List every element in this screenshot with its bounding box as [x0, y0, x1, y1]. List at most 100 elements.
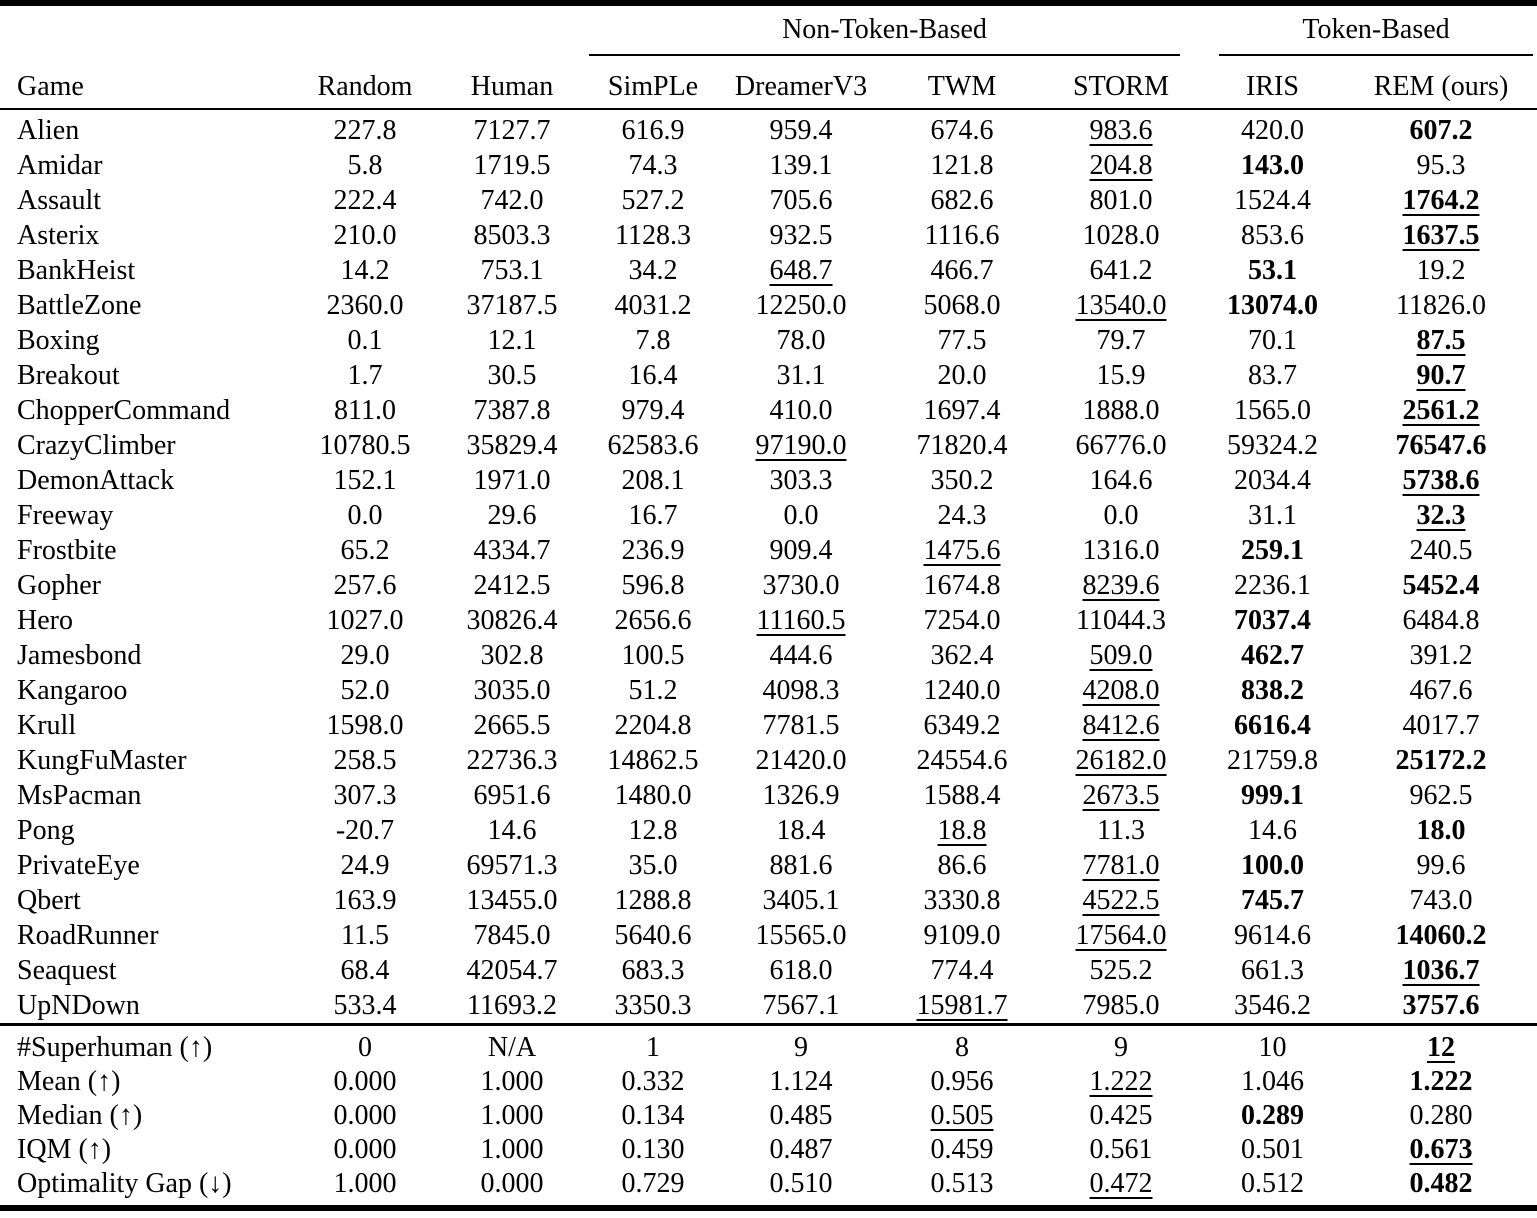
score-cell: 362.4: [930, 640, 994, 671]
score-cell: 9614.6: [1234, 920, 1311, 951]
row-label: Seaquest: [17, 955, 117, 986]
score-cell: 648.7: [769, 255, 833, 286]
score-cell: 1288.8: [614, 885, 692, 916]
score-cell: 774.4: [930, 955, 994, 986]
score-cell: 811.0: [334, 395, 396, 426]
score-cell: 227.8: [333, 115, 397, 146]
score-cell: 302.8: [480, 640, 544, 671]
score-cell: 1480.0: [614, 780, 692, 811]
column-header-simple: SimPLe: [586, 56, 720, 110]
score-cell: 0.956: [930, 1066, 994, 1097]
score-cell: 143.0: [1241, 150, 1304, 181]
score-cell: 0.289: [1241, 1100, 1304, 1131]
score-cell: 34.2: [628, 255, 678, 286]
score-cell: 6484.8: [1402, 605, 1480, 636]
score-cell: 0.000: [333, 1066, 397, 1097]
score-cell: 208.1: [621, 465, 685, 496]
table-row: BattleZone 2360.0 37187.5 4031.2 12250.0 5068…: [0, 288, 1537, 323]
score-cell: 1719.5: [473, 150, 551, 181]
score-cell: 121.8: [930, 150, 994, 181]
table-row: ChopperCommand 811.0 7387.8 979.4 410.0 1697.…: [0, 393, 1537, 428]
score-cell: 6616.4: [1234, 710, 1311, 741]
score-cell: 410.0: [769, 395, 833, 426]
score-cell: 1.000: [480, 1066, 544, 1097]
score-cell: 7845.0: [473, 920, 551, 951]
table-row: Krull 1598.0 2665.5 2204.8 7781.5 6349.2 8412.…: [0, 708, 1537, 743]
score-cell: 11.5: [341, 920, 389, 951]
score-cell: 1971.0: [473, 465, 551, 496]
table-header: Non-Token-Based Token-Based Game Random …: [0, 3, 1537, 110]
score-cell: 0.0: [1103, 500, 1139, 531]
score-cell: 52.0: [340, 675, 390, 706]
score-cell: 7037.4: [1234, 605, 1311, 636]
score-cell: 7567.1: [762, 990, 840, 1021]
score-cell: 350.2: [930, 465, 994, 496]
score-cell: 100.0: [1241, 850, 1304, 881]
score-cell: 742.0: [480, 185, 544, 216]
score-cell: 204.8: [1089, 150, 1153, 181]
group-header-row: Non-Token-Based Token-Based: [0, 3, 1537, 56]
score-cell: 20.0: [937, 360, 987, 391]
score-cell: 1116.6: [924, 220, 1000, 251]
score-cell: 0.513: [930, 1168, 994, 1199]
score-cell: 932.5: [769, 220, 833, 251]
score-cell: 9: [720, 1023, 882, 1065]
score-cell: 74.3: [628, 150, 678, 181]
score-cell: 1.7: [347, 360, 383, 391]
score-cell: 0.510: [769, 1168, 833, 1199]
row-label: BankHeist: [17, 255, 136, 286]
score-cell: 462.7: [1241, 640, 1304, 671]
score-cell: 90.7: [1416, 360, 1466, 391]
score-cell: 1.000: [480, 1134, 544, 1165]
score-cell: 0.485: [769, 1100, 833, 1131]
score-cell: 24554.6: [916, 745, 1008, 776]
score-cell: 5640.6: [614, 920, 692, 951]
score-cell: 4017.7: [1402, 710, 1480, 741]
score-cell: 236.9: [621, 535, 685, 566]
score-cell: 53.1: [1248, 255, 1297, 286]
score-cell: 10780.5: [319, 430, 411, 461]
score-cell: 959.4: [769, 115, 833, 146]
table-row: Breakout 1.7 30.5 16.4 31.1 20.0 15.9 83.7 90.7: [0, 358, 1537, 393]
score-cell: 0.505: [930, 1100, 994, 1131]
score-cell: 14.2: [340, 255, 390, 286]
score-cell: 42054.7: [466, 955, 558, 986]
score-cell: 0.561: [1089, 1134, 1153, 1165]
score-cell: 0.332: [621, 1066, 685, 1097]
score-cell: 11826.0: [1396, 290, 1486, 321]
score-cell: 801.0: [1089, 185, 1153, 216]
score-cell: 1.222: [1409, 1066, 1473, 1097]
row-label: IQM (↑): [17, 1134, 112, 1165]
table-row: #Superhuman (↑) 0 N/A 1 9 8 9 10 12: [0, 1023, 1537, 1065]
column-header-twm: TWM: [882, 56, 1042, 110]
row-label: #Superhuman (↑): [0, 1023, 292, 1065]
score-cell: 70.1: [1248, 325, 1297, 356]
score-cell: 18.0: [1416, 815, 1466, 846]
score-cell: 853.6: [1241, 220, 1304, 251]
score-cell: 303.3: [769, 465, 833, 496]
score-cell: 1565.0: [1234, 395, 1311, 426]
score-cell: 0.0: [347, 500, 383, 531]
score-cell: 0: [292, 1023, 438, 1065]
score-cell: 2034.4: [1234, 465, 1311, 496]
score-cell: 8503.3: [473, 220, 551, 251]
score-cell: 8412.6: [1082, 710, 1160, 741]
row-label: Krull: [17, 710, 77, 741]
table-row: Asterix 210.0 8503.3 1128.3 932.5 1116.6 1028.…: [0, 218, 1537, 253]
score-cell: 596.8: [621, 570, 685, 601]
score-cell: 9109.0: [923, 920, 1001, 951]
score-cell: 13074.0: [1227, 290, 1318, 321]
column-header-storm: STORM: [1042, 56, 1200, 110]
score-cell: 13455.0: [466, 885, 558, 916]
table-row: Optimality Gap (↓) 1.000 0.000 0.729 0.510 0.…: [0, 1167, 1537, 1208]
score-cell: 509.0: [1089, 640, 1153, 671]
score-cell: 15565.0: [755, 920, 847, 951]
score-cell: 1.046: [1241, 1066, 1304, 1097]
table-row: Kangaroo 52.0 3035.0 51.2 4098.3 1240.0 4208.0…: [0, 673, 1537, 708]
row-label: ChopperCommand: [17, 395, 231, 426]
score-cell: 674.6: [930, 115, 994, 146]
score-cell: 15.9: [1096, 360, 1146, 391]
score-cell: 7781.5: [762, 710, 840, 741]
score-cell: 1637.5: [1402, 220, 1480, 251]
